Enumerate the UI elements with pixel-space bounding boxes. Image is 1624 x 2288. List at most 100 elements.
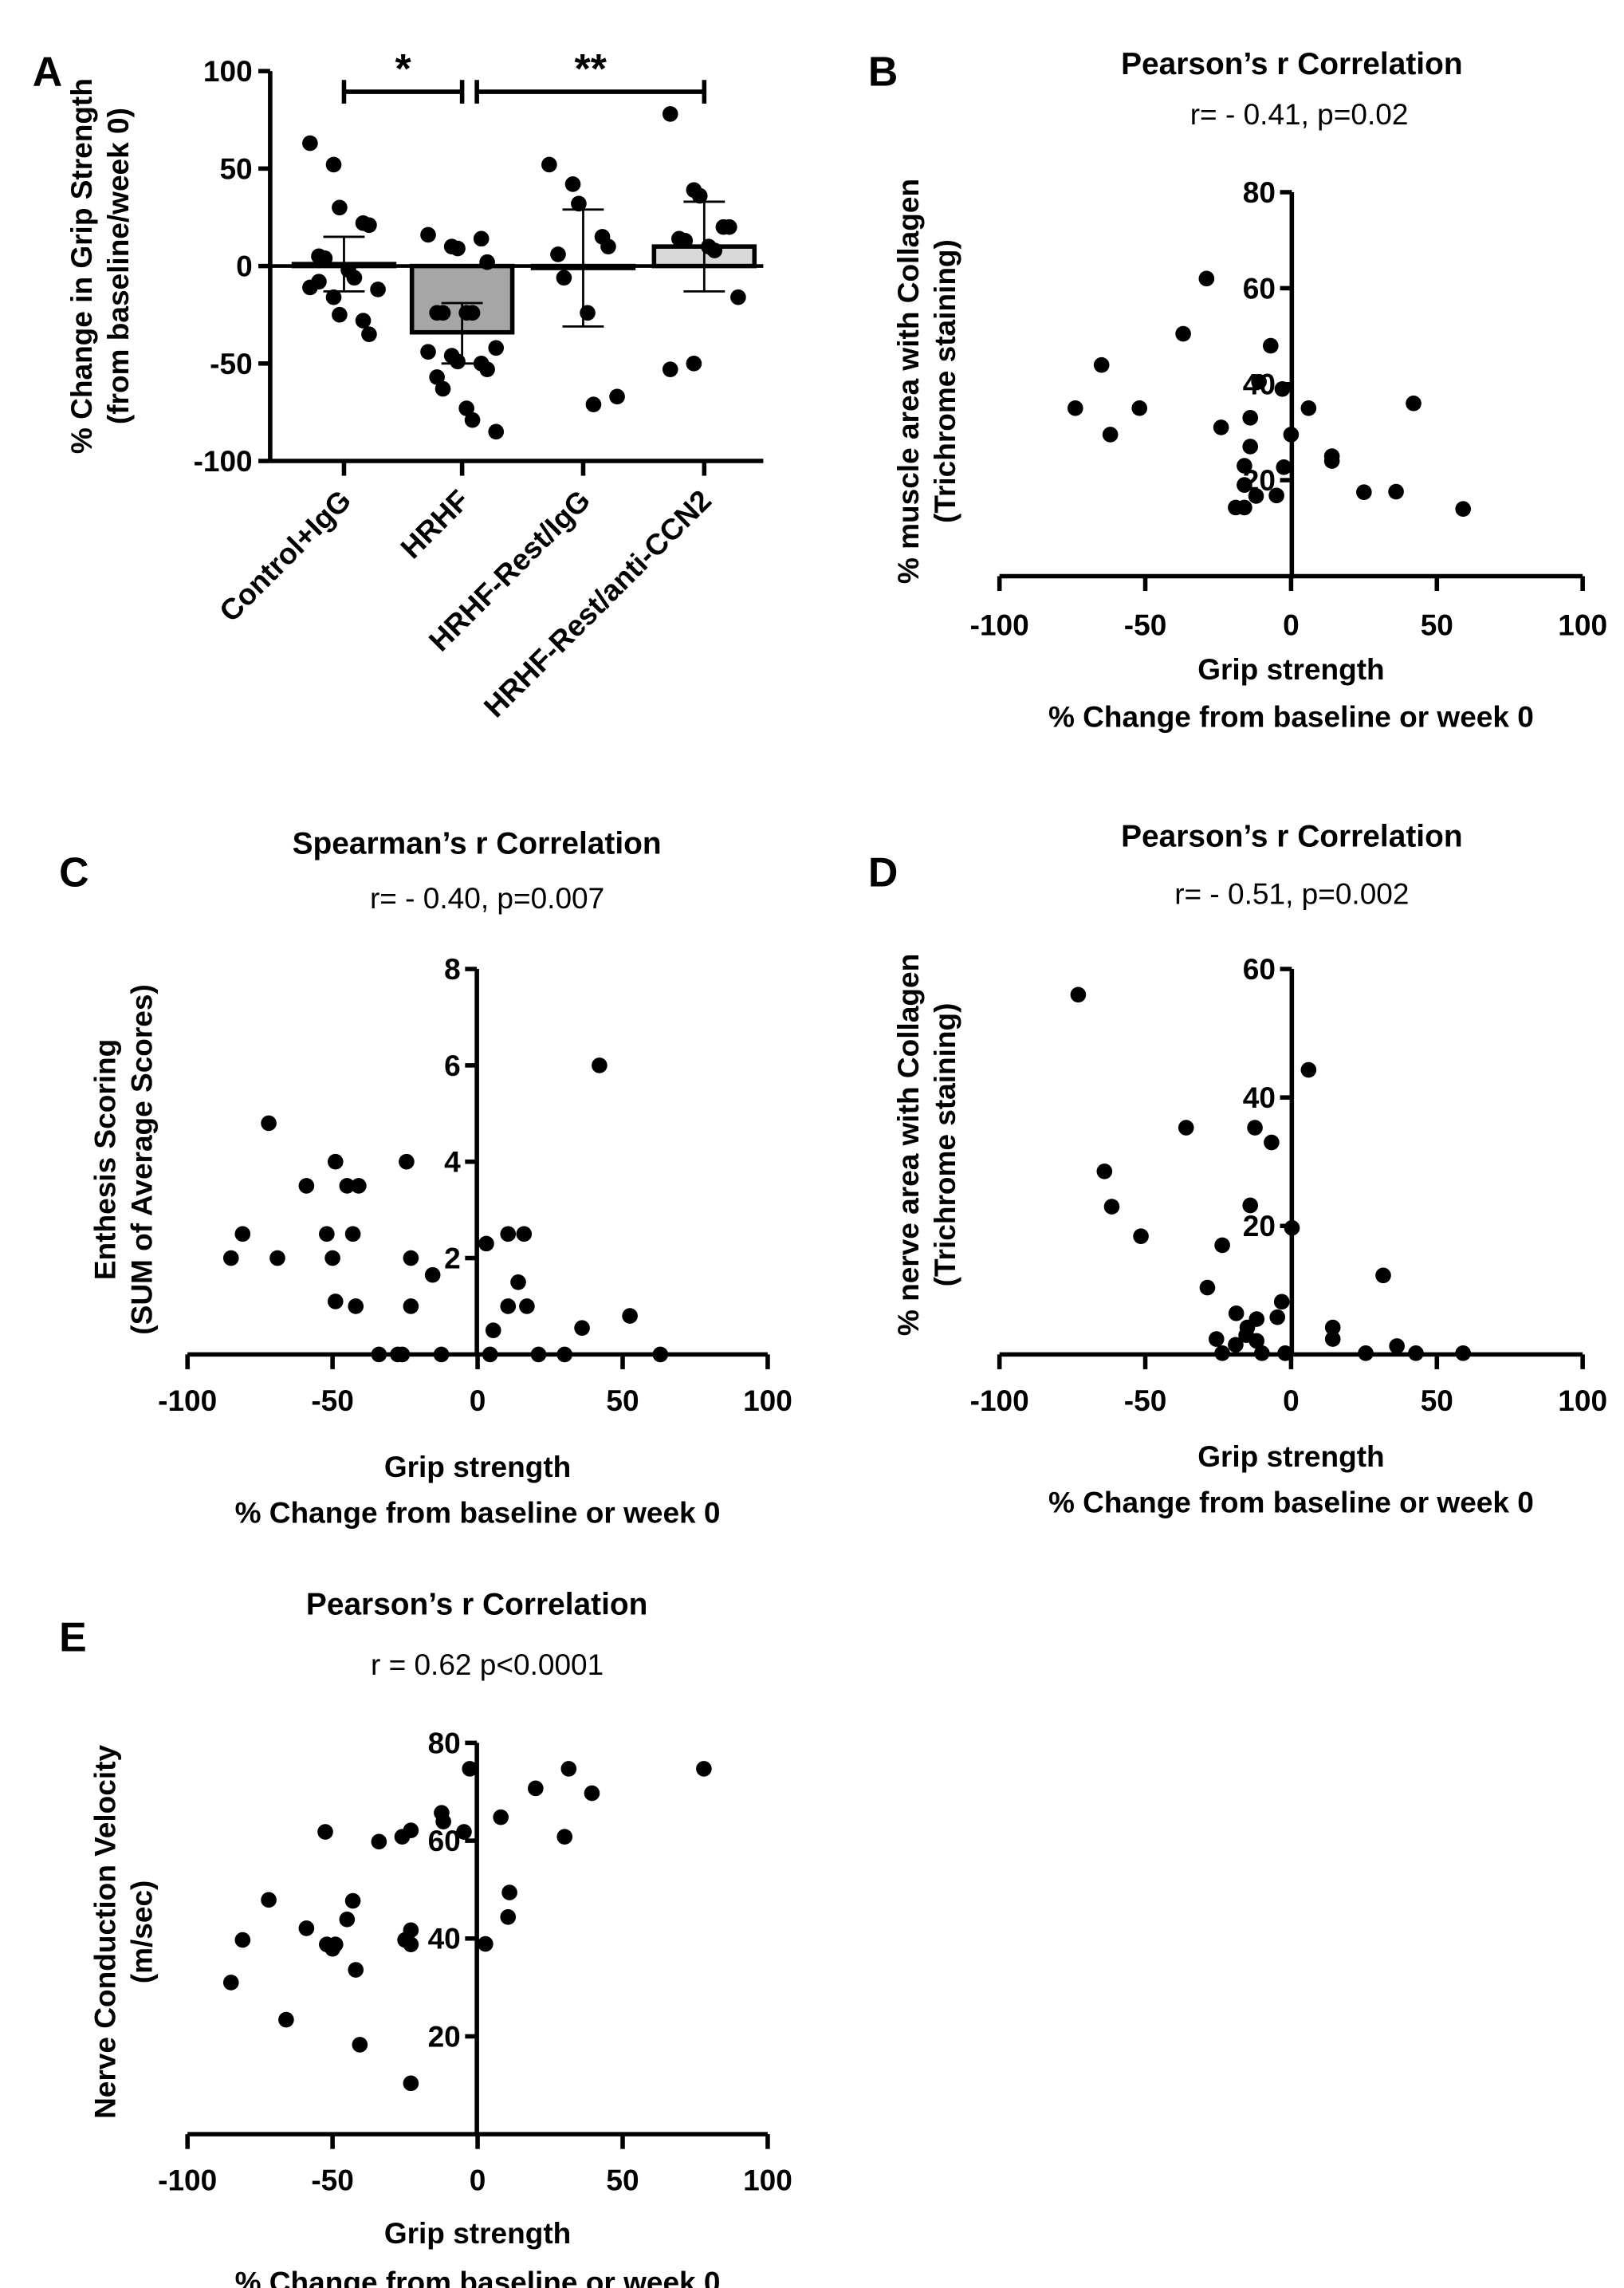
data-point bbox=[519, 1298, 535, 1314]
data-point bbox=[394, 1346, 411, 1363]
data-point bbox=[351, 1178, 367, 1194]
x-axis-label: % Change from baseline or week 0 bbox=[1048, 1486, 1534, 1519]
data-point bbox=[1175, 325, 1191, 342]
y-tick-label: 0 bbox=[236, 250, 253, 283]
data-point bbox=[721, 219, 737, 235]
y-tick-label: 100 bbox=[203, 54, 253, 88]
x-tick-label: 100 bbox=[743, 2164, 792, 2197]
data-point bbox=[332, 306, 348, 323]
y-axis-label: Enthesis Scoring (SUM of Average Scores) bbox=[88, 984, 158, 1335]
y-tick-label: 8 bbox=[444, 952, 461, 986]
chart-subtitle: r= - 0.51, p=0.002 bbox=[1174, 877, 1409, 911]
data-point bbox=[564, 176, 581, 192]
data-point bbox=[677, 233, 694, 249]
data-point bbox=[317, 1824, 333, 1840]
y-axis-label-line: (Trichrome staining) bbox=[928, 1003, 961, 1287]
x-tick-label: -100 bbox=[970, 608, 1029, 642]
data-point bbox=[325, 156, 342, 173]
x-tick-label: 0 bbox=[470, 2164, 486, 2197]
data-point bbox=[1455, 501, 1472, 518]
data-point bbox=[556, 270, 572, 286]
y-tick-label: 40 bbox=[428, 1922, 461, 1955]
data-point bbox=[435, 1813, 451, 1829]
panel-label: E bbox=[59, 1614, 87, 1660]
data-point bbox=[1214, 1237, 1230, 1254]
data-point bbox=[592, 1057, 608, 1073]
data-point bbox=[346, 270, 363, 286]
data-point bbox=[488, 340, 505, 356]
data-point bbox=[1208, 1331, 1225, 1347]
data-point bbox=[1242, 1197, 1259, 1214]
y-axis-label-line: % nerve area with Collagen bbox=[891, 954, 925, 1336]
x-tick-label: -50 bbox=[1124, 608, 1167, 642]
data-point bbox=[528, 1780, 544, 1797]
data-point bbox=[478, 1936, 493, 1952]
data-point bbox=[1228, 1305, 1245, 1321]
y-axis-label-line: (from baseline/week 0) bbox=[101, 108, 135, 424]
data-point bbox=[464, 412, 481, 428]
data-point bbox=[1067, 400, 1083, 416]
data-point bbox=[1248, 488, 1264, 504]
data-point bbox=[370, 282, 386, 297]
data-point bbox=[500, 1226, 517, 1242]
data-point bbox=[1251, 373, 1267, 390]
data-point bbox=[1264, 1134, 1280, 1151]
x-tick-label: -50 bbox=[1124, 1384, 1167, 1417]
panel-b: B % muscle area with Collagen (Trichrome s… bbox=[868, 47, 1607, 734]
data-point bbox=[1268, 487, 1284, 504]
data-point bbox=[1102, 427, 1119, 443]
panel-c: C Enthesis Scoring (SUM of Average Scores)… bbox=[59, 827, 792, 1530]
data-point bbox=[1237, 477, 1252, 493]
data-point bbox=[424, 1266, 441, 1283]
data-point bbox=[332, 199, 348, 216]
data-point bbox=[585, 396, 602, 412]
data-point bbox=[1228, 1337, 1244, 1353]
chart-title: Pearson’s r Correlation bbox=[1121, 47, 1462, 81]
y-tick-label: -100 bbox=[194, 444, 253, 478]
data-point bbox=[1242, 439, 1259, 455]
data-point bbox=[222, 1975, 239, 1991]
y-axis-label: % Change in Grip Strength (from baseline/… bbox=[65, 78, 135, 454]
data-point bbox=[1093, 356, 1110, 373]
data-point bbox=[1096, 1163, 1113, 1179]
y-axis-label-line: % Change in Grip Strength bbox=[65, 78, 98, 454]
data-point bbox=[361, 326, 377, 342]
data-point bbox=[1178, 1120, 1194, 1136]
data-point bbox=[501, 1884, 517, 1900]
data-point bbox=[348, 1962, 364, 1978]
data-point bbox=[1237, 458, 1252, 474]
data-point bbox=[327, 1153, 344, 1170]
x-tick-label: 100 bbox=[1558, 1384, 1607, 1417]
data-point bbox=[1269, 1309, 1286, 1325]
y-tick-label: 60 bbox=[1243, 271, 1276, 305]
y-axis-label-line: (m/sec) bbox=[125, 1880, 159, 1984]
data-point bbox=[1254, 1345, 1270, 1361]
data-point bbox=[339, 1912, 356, 1928]
x-axis-label: % Change from baseline or week 0 bbox=[235, 1495, 721, 1529]
data-point bbox=[339, 1178, 356, 1194]
data-point bbox=[403, 1250, 419, 1266]
x-tick-label: 0 bbox=[470, 1384, 486, 1417]
y-tick-label: 6 bbox=[444, 1049, 461, 1082]
data-point bbox=[574, 1320, 590, 1336]
data-point bbox=[371, 1346, 387, 1363]
y-tick-label: 80 bbox=[1243, 175, 1276, 209]
y-axis-label-line: Nerve Conduction Velocity bbox=[88, 1745, 121, 2119]
panel-label: D bbox=[868, 849, 898, 895]
data-point bbox=[541, 156, 557, 173]
data-point bbox=[462, 1761, 478, 1777]
data-point bbox=[510, 1274, 526, 1290]
x-tick-label: 50 bbox=[1421, 1384, 1453, 1417]
y-axis-label-line: Enthesis Scoring bbox=[88, 1039, 121, 1280]
y-tick-label: 20 bbox=[428, 2019, 461, 2053]
panel-label: A bbox=[33, 49, 62, 95]
data-point bbox=[500, 1298, 517, 1314]
y-tick-label: 50 bbox=[219, 152, 252, 185]
data-point bbox=[485, 1322, 501, 1338]
data-point bbox=[298, 1178, 315, 1194]
y-tick-label: 40 bbox=[1243, 1081, 1276, 1114]
data-point bbox=[1277, 1345, 1293, 1361]
x-tick-label: 50 bbox=[1421, 608, 1453, 642]
data-point bbox=[433, 1346, 450, 1363]
data-point bbox=[1324, 1319, 1341, 1336]
